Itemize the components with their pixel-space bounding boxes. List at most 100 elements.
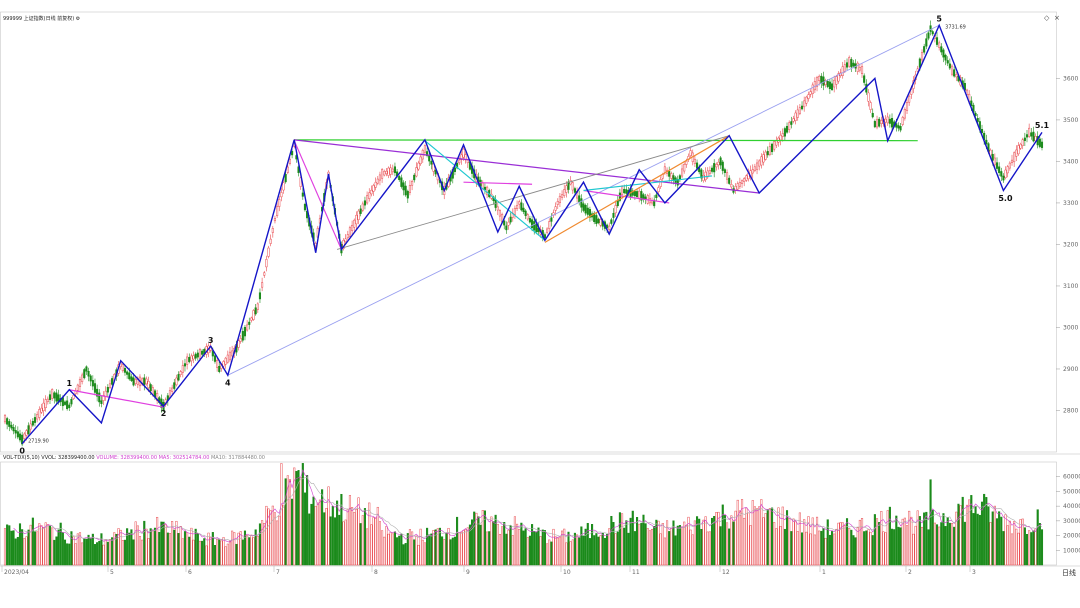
volume-bar [104,539,107,566]
volume-bar [29,524,32,566]
candle-body [288,159,292,164]
volume-bar [621,513,624,566]
volume-bar [501,526,504,566]
volume-bar [597,536,600,566]
volume-bar [158,531,161,566]
volume-bar [728,528,731,566]
volume-bar [869,531,872,566]
volume-bar [258,523,262,566]
candle-body [201,350,204,355]
candle-body [695,162,699,169]
volume-bar [803,519,806,566]
volume-bar [773,522,776,566]
candle-body [23,433,26,439]
volume-bar [282,504,285,566]
restore-icon[interactable]: ◇ [1044,14,1050,22]
price-tick-label: 3200 [1063,241,1078,248]
candle-body [719,157,722,166]
volume-bar [417,544,420,566]
candle-body [44,399,47,409]
wave-label: 5.0 [998,194,1013,203]
candle-body [820,75,823,84]
volume-bar [687,516,690,566]
candle-body [372,185,375,192]
candle-body [938,42,941,48]
candle-body [406,190,409,199]
x-tick-label: 7 [276,569,280,576]
volume-bar [483,510,486,566]
volume-bar [445,532,448,566]
volume-bar [344,519,347,566]
volume-bar [640,522,643,566]
volume-bar [730,515,733,566]
candle-body [87,370,90,377]
volume-bar [16,536,19,566]
volume-tick-label: 30000 [1063,518,1080,525]
candle-body [998,166,1001,173]
candle-body [625,189,628,194]
volume-bar [920,526,924,566]
volume-bar [402,544,405,566]
wave-line-magenta-c [463,181,533,185]
volume-bar [820,530,823,566]
volume-bar [473,511,476,566]
candle-body [177,374,180,381]
volume-bar [342,521,345,566]
candle-body [845,62,849,68]
candle-body [621,186,624,195]
volume-bar [760,499,763,566]
candle-body [556,201,559,205]
candle-body [811,84,814,94]
volume-bar [438,527,441,566]
volume-bar [147,538,150,566]
volume-bar [755,508,759,566]
volume-bar [102,544,105,566]
volume-bar [108,539,112,566]
volume-bar [824,537,827,566]
volume-bar [396,537,399,566]
candle-body [256,303,259,310]
candle-body [798,107,801,114]
candle-body [398,176,401,181]
volume-bar [543,530,546,566]
volume-bar [830,531,834,566]
candle-body [72,395,75,399]
volume-bar [974,506,977,566]
volume-bar [880,511,883,566]
volume-bar [927,529,930,566]
candle-body [267,247,270,257]
volume-bar [848,528,851,566]
x-tick-label: 3 [972,569,976,576]
candle-body [976,118,979,122]
volume-bar [710,517,714,566]
volume-bar [220,540,223,566]
volume-bar [856,527,859,566]
volume-bar [10,530,13,566]
candle-body [835,76,838,85]
candle-body [758,160,761,167]
volume-bar [516,523,519,566]
volume-bar [286,475,289,566]
candle-body [453,167,456,172]
volume-bar [683,521,686,566]
candle-body [824,80,827,85]
candle-body [466,159,469,164]
x-tick-label: 5 [110,569,114,576]
gear-icon[interactable]: ⚙ [75,16,81,22]
volume-ma10-line [24,476,1043,541]
candle-body [1028,127,1031,137]
candle-body [805,96,808,104]
volume-bar [130,529,133,566]
candle-body [762,154,765,163]
candle-body [950,65,954,75]
volume-bar [835,528,838,566]
volume-bar [608,528,611,566]
volume-bar [989,522,992,566]
candle-body [126,371,129,375]
candle-body [25,430,28,436]
candle-body [567,181,570,190]
close-icon[interactable]: × [1054,14,1060,22]
candle-body [1025,134,1029,138]
volume-bar [421,539,424,566]
